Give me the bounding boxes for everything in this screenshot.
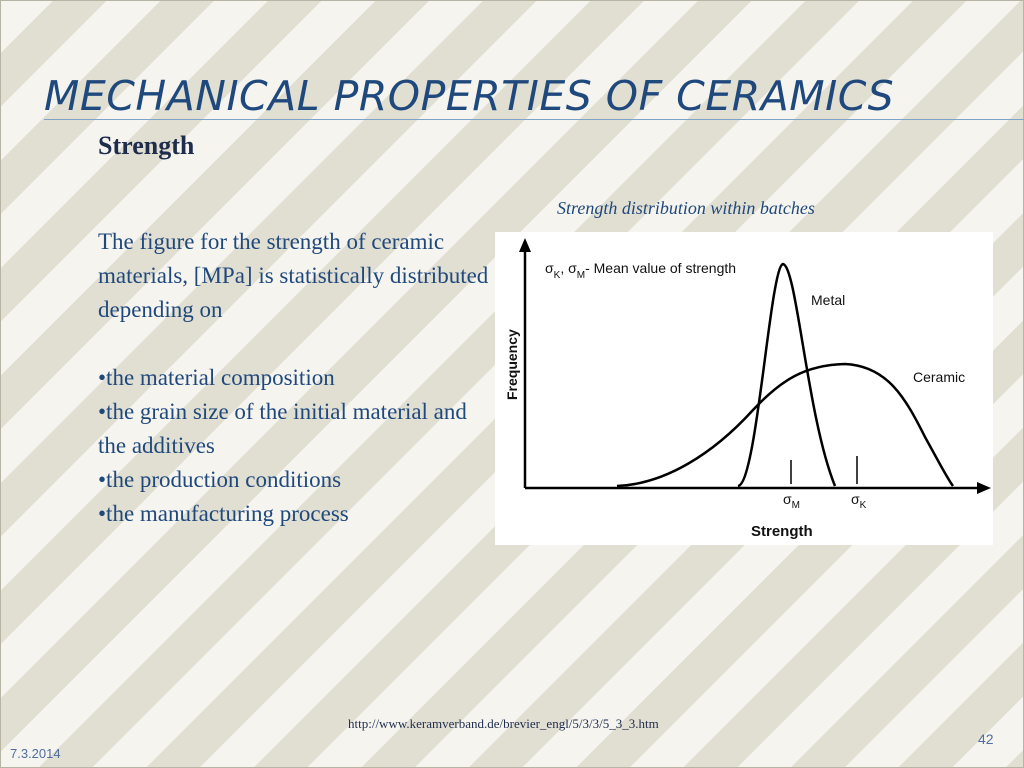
bullet-item: •the grain size of the initial material …	[98, 399, 467, 458]
y-axis-arrow	[519, 238, 531, 252]
subscript-m: M	[792, 500, 800, 511]
source-link[interactable]: http://www.keramverband.de/brevier_engl/…	[348, 716, 659, 731]
strength-distribution-chart: Frequency Strength σK, σM- Mean value of…	[495, 232, 993, 545]
ceramic-curve	[616, 362, 955, 488]
chart-svg: Frequency Strength σK, σM- Mean value of…	[504, 238, 991, 540]
metal-curve	[737, 262, 837, 488]
figure-caption: Strength distribution within batches	[557, 198, 815, 218]
slide-subtitle: Strength	[98, 131, 195, 160]
footer-date: 7.3.2014	[10, 746, 61, 761]
legend-note-text: - Mean value of strength	[585, 260, 736, 276]
y-axis-label: Frequency	[504, 329, 520, 400]
subscript-m: M	[577, 270, 585, 281]
subscript-k: K	[860, 500, 867, 511]
mean-label-ceramic: σK	[851, 491, 867, 511]
series-label-ceramic: Ceramic	[913, 369, 965, 385]
page-number: 42	[978, 731, 994, 747]
intro-paragraph: The figure for the strength of ceramic m…	[98, 229, 489, 322]
legend-note: σK, σM- Mean value of strength	[545, 260, 736, 281]
x-axis-arrow	[977, 482, 991, 494]
bullet-item: •the production conditions	[98, 467, 342, 492]
sigma-symbol: σ	[545, 260, 554, 276]
body-text: The figure for the strength of ceramic m…	[98, 225, 493, 531]
series-label-metal: Metal	[811, 292, 845, 308]
sigma-symbol: σ	[851, 491, 860, 507]
mean-label-metal: σM	[783, 491, 800, 511]
x-axis-label: Strength	[751, 523, 813, 540]
slide-title: MECHANICAL PROPERTIES OF CERAMICS	[44, 72, 895, 120]
sigma-symbol: σ	[568, 260, 577, 276]
sigma-symbol: σ	[783, 491, 792, 507]
subscript-k: K	[554, 270, 561, 281]
bullet-item: •the manufacturing process	[98, 501, 349, 526]
title-underline	[44, 119, 1024, 120]
bullet-item: •the material composition	[98, 365, 335, 390]
